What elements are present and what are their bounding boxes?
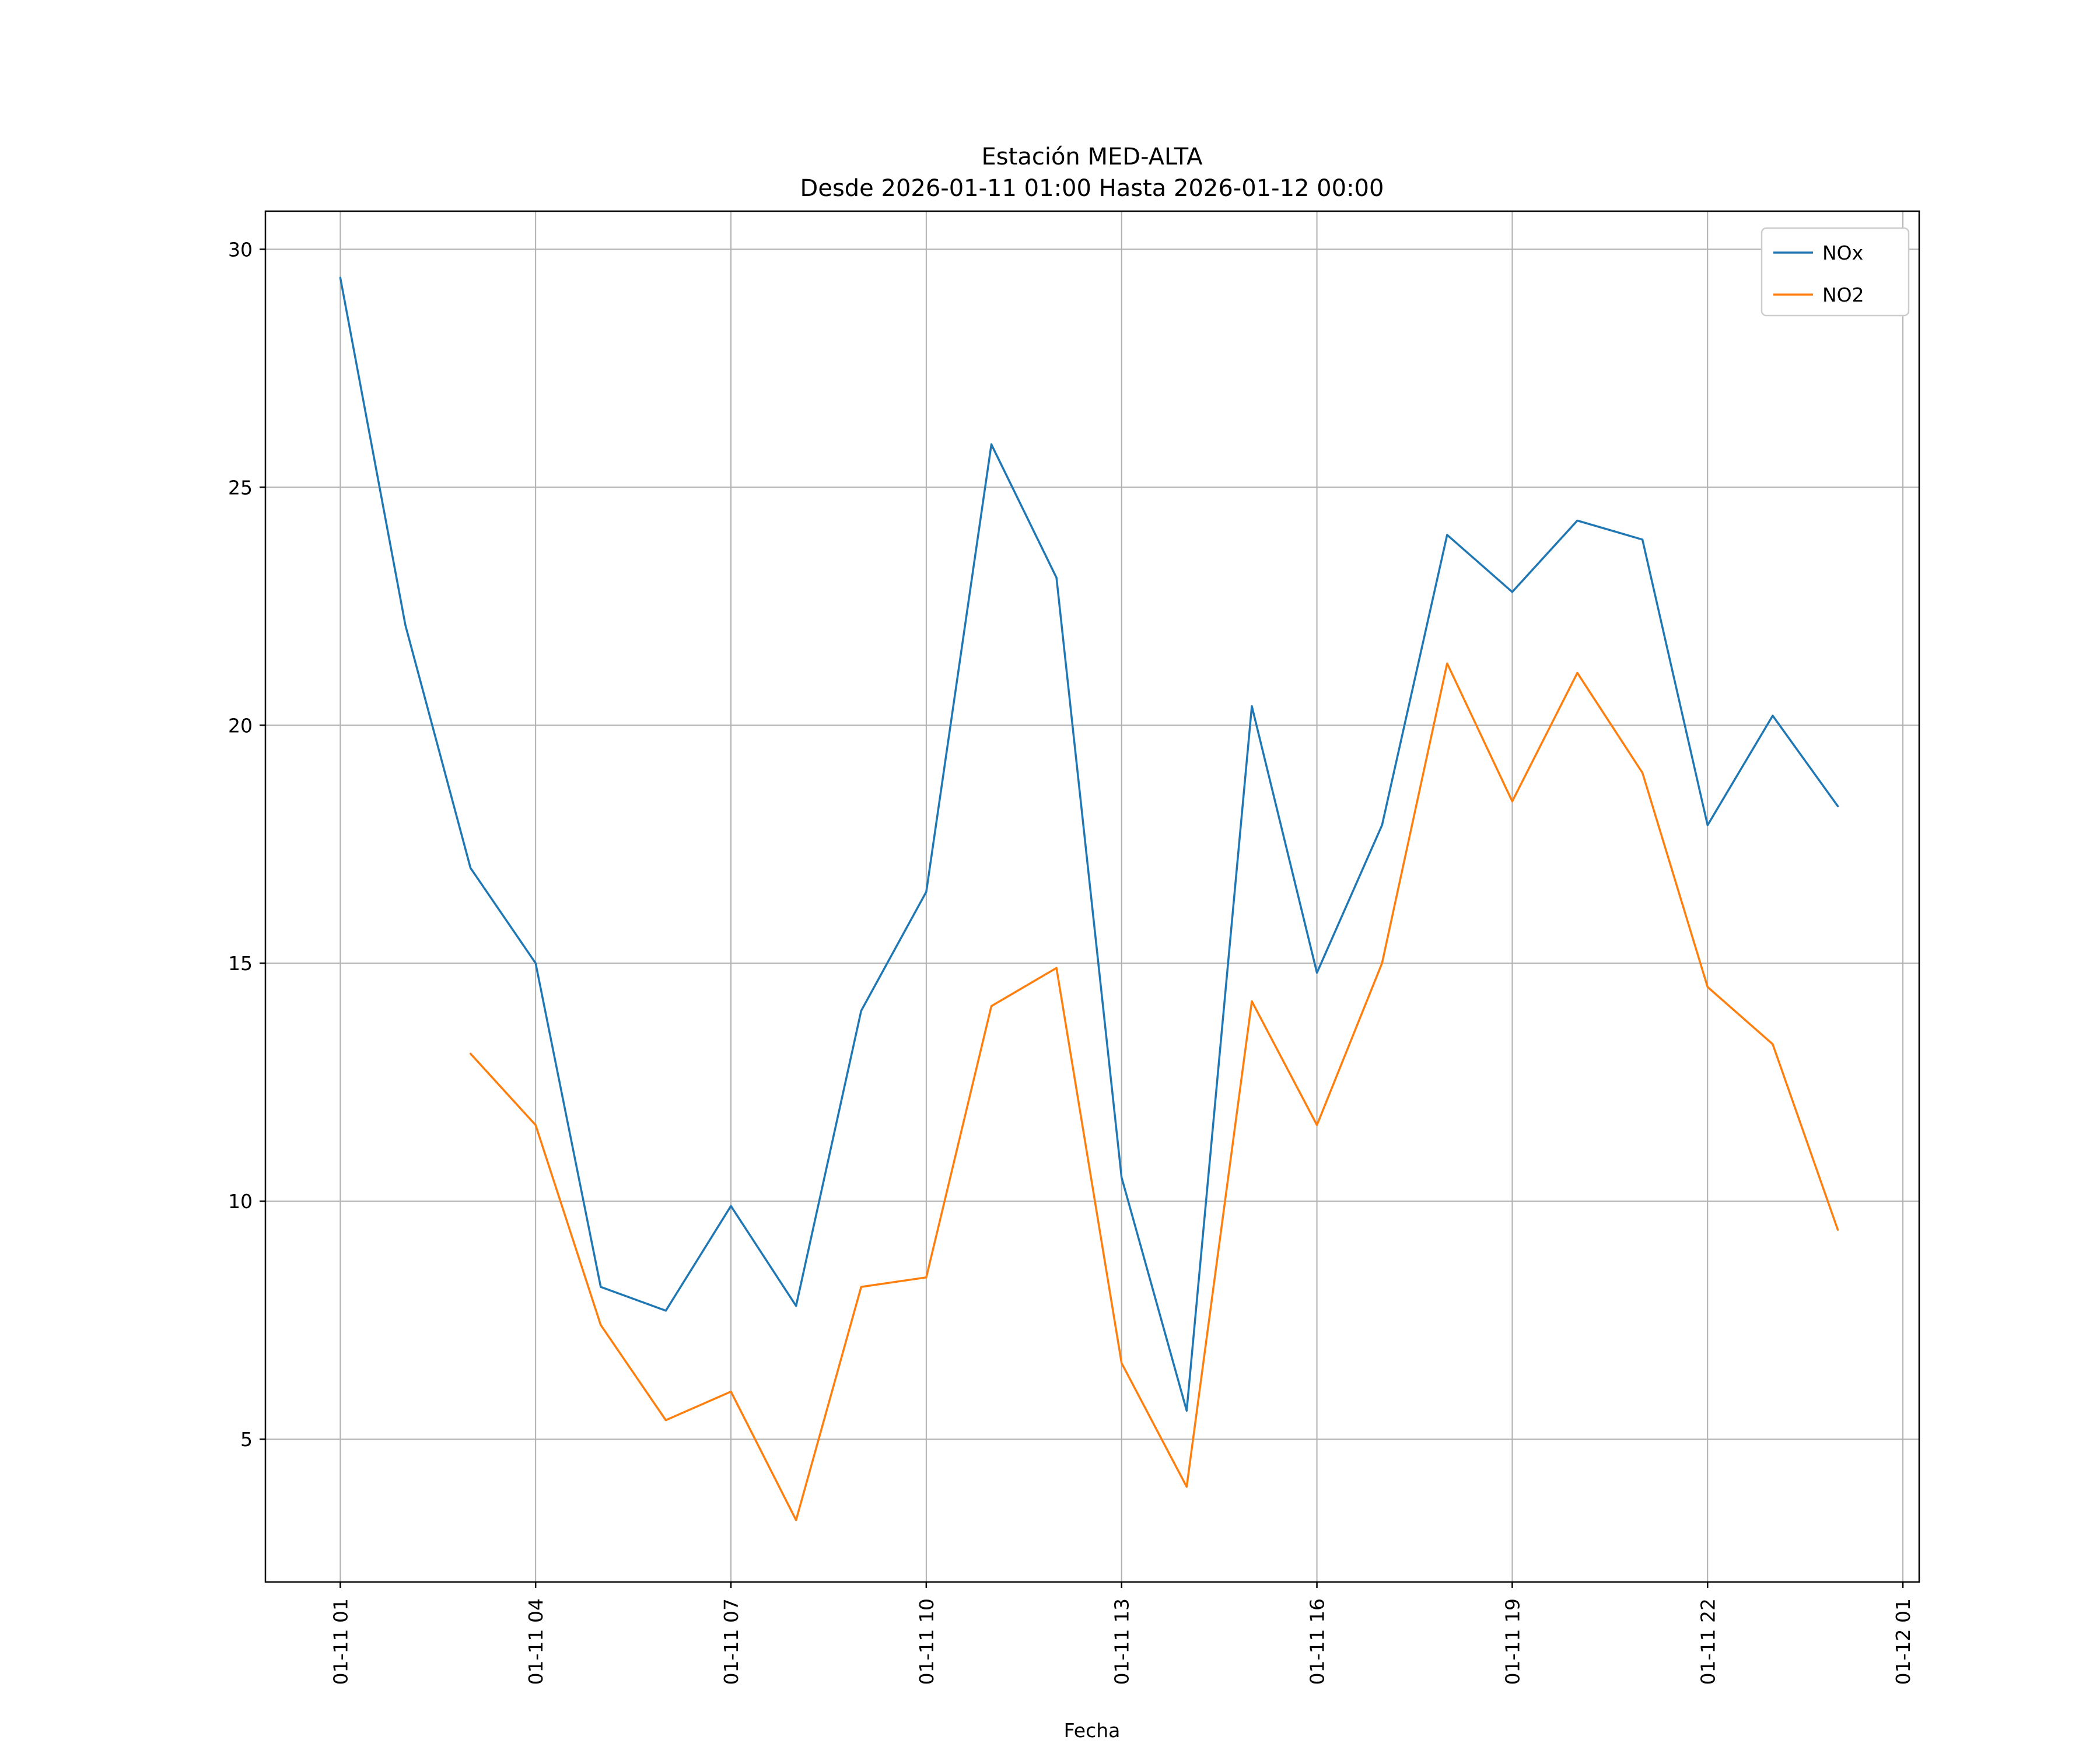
series-line-NO2 <box>469 662 1839 1521</box>
chart-subtitle: Desde 2026-01-11 01:00 Hasta 2026-01-12 … <box>800 175 1384 202</box>
x-tick-label: 01-11 13 <box>1111 1598 1133 1685</box>
chart-title: Estación MED-ALTA <box>982 144 1203 170</box>
x-tick-label: 01-11 07 <box>720 1598 743 1685</box>
data-series <box>339 276 1839 1521</box>
x-tick-label: 01-11 10 <box>915 1598 938 1685</box>
plot-area-border <box>264 210 1920 1583</box>
gridlines <box>265 211 1919 1582</box>
x-tick-labels: 01-11 01 01-11 04 01-11 07 01-11 10 01-11 13… <box>329 1598 1915 1685</box>
y-tick-labels: 5 10 15 20 25 30 <box>228 238 253 1451</box>
x-tick-label: 01-11 22 <box>1696 1598 1719 1685</box>
y-tick-label: 30 <box>228 238 253 261</box>
y-tick-label: 20 <box>228 714 253 737</box>
legend-label-no2: NO2 <box>1822 284 1864 306</box>
y-tick-label: 10 <box>228 1190 253 1213</box>
x-tick-label: 01-12 01 <box>1892 1598 1915 1685</box>
x-axis-label: Fecha <box>1064 1719 1121 1742</box>
tick-marks <box>260 249 1904 1588</box>
x-tick-label: 01-11 01 <box>329 1598 352 1685</box>
series-line-NOx <box>339 276 1839 1412</box>
y-tick-label: 15 <box>228 952 253 975</box>
x-tick-label: 01-11 19 <box>1501 1598 1524 1685</box>
y-tick-label: 5 <box>240 1428 253 1451</box>
x-tick-label: 01-11 04 <box>524 1598 547 1685</box>
x-tick-label: 01-11 16 <box>1306 1598 1329 1685</box>
legend: NOx NO2 <box>1760 227 1910 317</box>
legend-label-nox: NOx <box>1822 242 1863 264</box>
y-tick-label: 25 <box>228 476 253 499</box>
